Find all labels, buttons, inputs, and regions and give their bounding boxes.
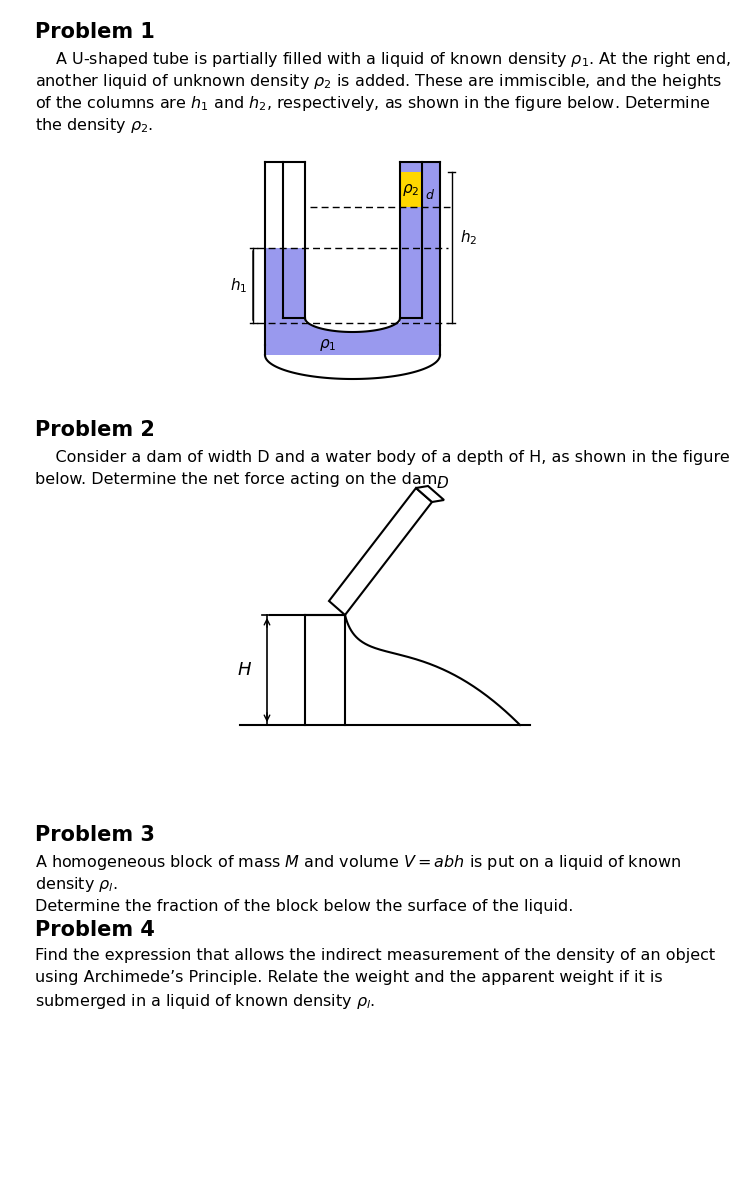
Polygon shape (305, 615, 345, 725)
Text: $\rho_1$: $\rho_1$ (319, 337, 336, 353)
Text: Consider a dam of width D and a water body of a depth of H, as shown in the figu: Consider a dam of width D and a water bo… (35, 450, 730, 465)
Text: D: D (437, 476, 448, 492)
Text: $h_1$: $h_1$ (230, 276, 247, 295)
Text: Problem 1: Problem 1 (35, 22, 154, 42)
Polygon shape (305, 161, 400, 318)
Text: submerged in a liquid of known density $\rho_l$.: submerged in a liquid of known density $… (35, 991, 375, 1011)
Polygon shape (422, 161, 440, 323)
Text: Determine the fraction of the block below the surface of the liquid.: Determine the fraction of the block belo… (35, 899, 573, 914)
Text: $d$: $d$ (425, 188, 435, 202)
Text: A U-shaped tube is partially filled with a liquid of known density $\rho_1$. At : A U-shaped tube is partially filled with… (35, 50, 730, 69)
Text: Find the expression that allows the indirect measurement of the density of an ob: Find the expression that allows the indi… (35, 948, 715, 963)
Text: $H$: $H$ (237, 661, 252, 679)
Polygon shape (305, 318, 400, 332)
Text: using Archimede’s Principle. Relate the weight and the apparent weight if it is: using Archimede’s Principle. Relate the … (35, 970, 663, 986)
Polygon shape (329, 488, 432, 615)
Text: another liquid of unknown density $\rho_2$ is added. These are immiscible, and t: another liquid of unknown density $\rho_… (35, 72, 722, 91)
Text: Problem 3: Problem 3 (35, 825, 154, 846)
Polygon shape (265, 161, 305, 323)
Text: the density $\rho_2$.: the density $\rho_2$. (35, 116, 153, 135)
Polygon shape (400, 172, 422, 207)
Polygon shape (416, 486, 444, 502)
Text: below. Determine the net force acting on the dam.: below. Determine the net force acting on… (35, 472, 442, 487)
Text: $\rho_2$: $\rho_2$ (402, 182, 420, 197)
Text: $h_2$: $h_2$ (460, 228, 477, 246)
Text: A homogeneous block of mass $M$ and volume $V = abh$ is put on a liquid of known: A homogeneous block of mass $M$ and volu… (35, 853, 681, 872)
Polygon shape (305, 318, 400, 323)
Polygon shape (265, 323, 440, 355)
Polygon shape (400, 161, 440, 323)
Polygon shape (265, 161, 305, 248)
Text: of the columns are $h_1$ and $h_2$, respectively, as shown in the figure below. : of the columns are $h_1$ and $h_2$, resp… (35, 94, 710, 112)
Text: Problem 4: Problem 4 (35, 920, 154, 940)
Polygon shape (400, 161, 440, 323)
Text: Problem 2: Problem 2 (35, 420, 154, 440)
Text: density $\rho_l$.: density $\rho_l$. (35, 875, 118, 893)
Polygon shape (400, 207, 422, 323)
